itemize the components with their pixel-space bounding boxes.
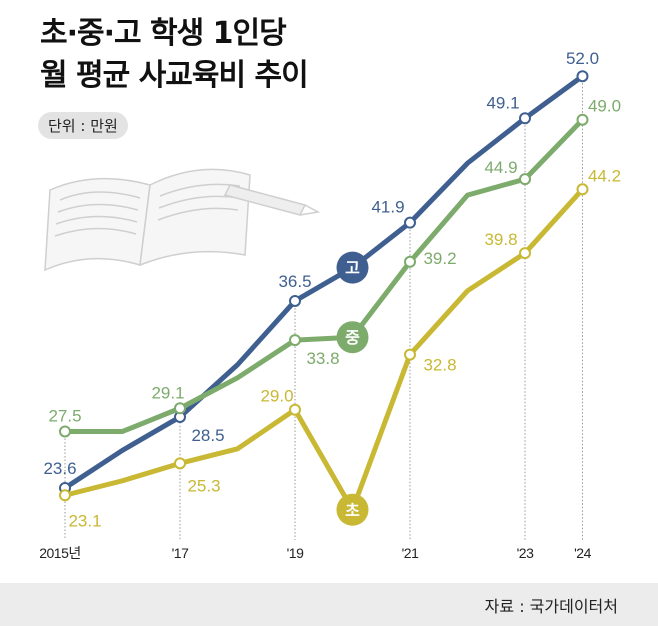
series-line-중	[65, 117, 585, 434]
unit-badge: 단위 : 만원	[38, 112, 128, 139]
data-point	[519, 173, 531, 186]
data-label: 29.1	[151, 383, 184, 402]
source-text: 자료 : 국가데이터처	[484, 597, 618, 616]
data-point	[519, 247, 531, 260]
series-badge-label: 초	[345, 501, 360, 520]
data-label: 36.5	[278, 272, 311, 291]
data-point	[289, 403, 301, 416]
data-point	[289, 294, 301, 307]
data-label: 49.1	[486, 93, 519, 112]
data-point	[404, 255, 416, 268]
data-point	[404, 348, 416, 361]
series-line-초	[64, 187, 585, 513]
line-chart: 23.6 28.5 36.5 41.9 49.1 52.0 고 27.5 29.1 33.8 39.…	[39, 49, 621, 561]
data-point	[404, 216, 416, 229]
book-illustration	[44, 168, 321, 272]
data-point	[289, 334, 301, 347]
data-label: 41.9	[371, 198, 404, 217]
x-tick-label: 2015년	[39, 545, 81, 561]
data-label: 33.8	[306, 349, 339, 368]
chart-subtitle: 월 평균 사교육비 추이	[40, 58, 309, 93]
data-point	[519, 112, 531, 125]
data-label: 39.8	[484, 230, 517, 249]
x-tick-label: '23	[517, 545, 534, 561]
x-tick-label: '21	[402, 545, 419, 561]
x-tick-label: '17	[172, 545, 189, 561]
data-point	[576, 113, 589, 126]
data-label: 27.5	[48, 406, 81, 425]
footer-bar: 자료 : 국가데이터처	[0, 583, 658, 626]
data-point	[59, 489, 71, 502]
data-label: 29.0	[260, 387, 293, 406]
x-tick-label: '24	[574, 545, 591, 561]
data-label: 39.2	[423, 249, 456, 268]
chart-title: 초·중·고 학생 1인당	[40, 16, 287, 51]
series-badge	[336, 321, 369, 354]
data-label: 32.8	[423, 356, 456, 375]
series-badge	[336, 251, 369, 284]
series-badge	[336, 493, 369, 526]
data-point	[59, 425, 71, 438]
data-label: 25.3	[187, 476, 220, 495]
series-badge-label: 중	[345, 328, 360, 347]
data-label: 44.2	[588, 166, 621, 185]
series-badge-label: 고	[345, 259, 360, 278]
data-label: 23.1	[68, 511, 101, 530]
data-point	[576, 70, 589, 83]
data-label: 23.6	[43, 459, 76, 478]
data-label: 44.9	[484, 158, 517, 177]
data-point	[174, 402, 186, 415]
data-label: 52.0	[566, 49, 599, 68]
series-line-고	[63, 74, 584, 491]
data-point	[576, 183, 589, 196]
data-point	[174, 457, 186, 470]
x-tick-label: '19	[287, 545, 304, 561]
data-label: 49.0	[588, 97, 621, 116]
data-label: 28.5	[191, 426, 224, 445]
